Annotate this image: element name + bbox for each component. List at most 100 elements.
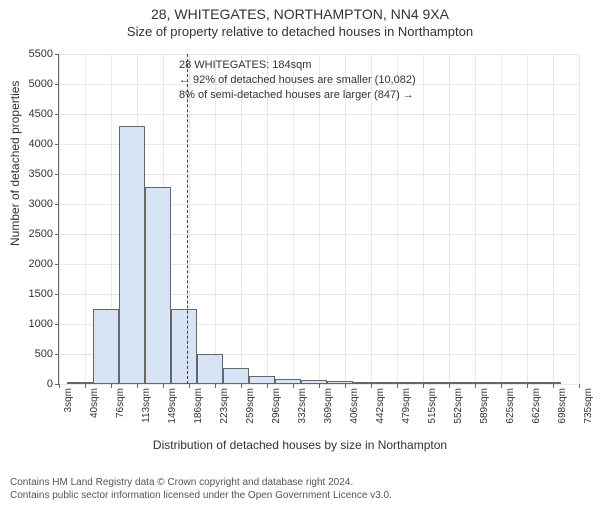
footer-attribution: Contains HM Land Registry data © Crown c… <box>10 476 392 502</box>
x-tick-label: 698sqm <box>557 388 568 424</box>
x-tick-label: 369sqm <box>323 388 334 424</box>
x-tick-mark <box>449 384 450 388</box>
x-tick-mark <box>59 384 60 388</box>
x-tick-mark <box>475 384 476 388</box>
histogram-bar <box>431 382 457 384</box>
histogram-bar <box>327 381 353 384</box>
annotation-line-3: 8% of semi-detached houses are larger (8… <box>179 88 416 103</box>
gridline-v <box>475 54 476 384</box>
x-tick-mark <box>371 384 372 388</box>
histogram-bar <box>483 382 509 384</box>
histogram-bar <box>301 380 327 384</box>
plot-area: 0500100015002000250030003500400045005000… <box>58 54 579 385</box>
y-tick-label: 5000 <box>29 78 53 90</box>
x-tick-mark <box>579 384 580 388</box>
gridline-v <box>85 54 86 384</box>
footer-line-2: Contains public sector information licen… <box>10 489 392 502</box>
x-tick-mark <box>215 384 216 388</box>
page-title-address: 28, WHITEGATES, NORTHAMPTON, NN4 9XA <box>0 6 600 22</box>
y-tick-label: 1500 <box>29 288 53 300</box>
y-tick-label: 4000 <box>29 138 53 150</box>
y-tick-label: 1000 <box>29 318 53 330</box>
gridline-v <box>345 54 346 384</box>
gridline-v <box>59 54 60 384</box>
histogram-bar <box>275 379 301 384</box>
x-tick-mark <box>267 384 268 388</box>
x-tick-label: 479sqm <box>401 388 412 424</box>
histogram-bar <box>249 376 275 384</box>
x-tick-label: 589sqm <box>479 388 490 424</box>
x-tick-mark <box>189 384 190 388</box>
annotation-line-2: ← 92% of detached houses are smaller (10… <box>179 73 416 88</box>
x-tick-label: 186sqm <box>193 388 204 424</box>
footer-line-1: Contains HM Land Registry data © Crown c… <box>10 476 392 489</box>
gridline-v <box>215 54 216 384</box>
histogram-bar <box>457 382 483 384</box>
gridline-v <box>241 54 242 384</box>
x-tick-mark <box>111 384 112 388</box>
x-tick-mark <box>85 384 86 388</box>
x-tick-label: 149sqm <box>167 388 178 424</box>
x-tick-label: 332sqm <box>297 388 308 424</box>
x-axis-label: Distribution of detached houses by size … <box>0 438 600 452</box>
x-tick-label: 296sqm <box>271 388 282 424</box>
histogram-bar <box>119 126 145 384</box>
gridline-v <box>553 54 554 384</box>
histogram-bar <box>93 309 119 384</box>
y-tick-label: 3500 <box>29 168 53 180</box>
histogram-bar <box>145 187 171 384</box>
gridline-v <box>371 54 372 384</box>
y-tick-label: 0 <box>47 378 53 390</box>
gridline-v <box>267 54 268 384</box>
x-tick-label: 552sqm <box>453 388 464 424</box>
histogram-bar <box>171 309 197 384</box>
x-tick-mark <box>423 384 424 388</box>
y-tick-label: 4500 <box>29 108 53 120</box>
x-tick-label: 113sqm <box>141 388 152 423</box>
x-tick-label: 76sqm <box>115 388 126 418</box>
gridline-v <box>579 54 580 384</box>
page-title-desc: Size of property relative to detached ho… <box>0 24 600 39</box>
histogram-chart: Number of detached properties 0500100015… <box>0 46 600 456</box>
annotation-line-1: 28 WHITEGATES: 184sqm <box>179 58 416 73</box>
x-tick-mark <box>345 384 346 388</box>
x-tick-label: 625sqm <box>505 388 516 424</box>
histogram-bar <box>353 382 379 384</box>
histogram-bar <box>405 382 431 384</box>
x-tick-label: 442sqm <box>375 388 386 424</box>
x-tick-label: 735sqm <box>583 388 594 424</box>
x-tick-label: 40sqm <box>89 388 100 418</box>
x-tick-mark <box>163 384 164 388</box>
histogram-bar <box>67 382 93 384</box>
y-axis-label: Number of detached properties <box>8 81 22 246</box>
y-tick-label: 2000 <box>29 258 53 270</box>
y-tick-label: 3000 <box>29 198 53 210</box>
x-tick-mark <box>553 384 554 388</box>
y-tick-label: 500 <box>35 348 53 360</box>
x-tick-mark <box>137 384 138 388</box>
x-tick-mark <box>397 384 398 388</box>
gridline-v <box>527 54 528 384</box>
x-tick-label: 3sqm <box>63 388 74 412</box>
gridline-v <box>423 54 424 384</box>
histogram-bar <box>379 382 405 384</box>
histogram-bar <box>197 354 223 384</box>
gridline-v <box>501 54 502 384</box>
histogram-bar <box>535 382 561 384</box>
y-tick-label: 2500 <box>29 228 53 240</box>
x-tick-mark <box>241 384 242 388</box>
gridline-v <box>319 54 320 384</box>
x-tick-mark <box>293 384 294 388</box>
gridline-v <box>397 54 398 384</box>
x-tick-mark <box>501 384 502 388</box>
x-tick-label: 515sqm <box>427 388 438 424</box>
x-tick-label: 662sqm <box>531 388 542 424</box>
gridline-v <box>449 54 450 384</box>
histogram-bar <box>509 382 535 384</box>
x-tick-mark <box>319 384 320 388</box>
histogram-bar <box>223 368 249 384</box>
x-tick-mark <box>527 384 528 388</box>
marker-line <box>187 54 188 384</box>
x-tick-label: 223sqm <box>219 388 230 424</box>
gridline-v <box>293 54 294 384</box>
